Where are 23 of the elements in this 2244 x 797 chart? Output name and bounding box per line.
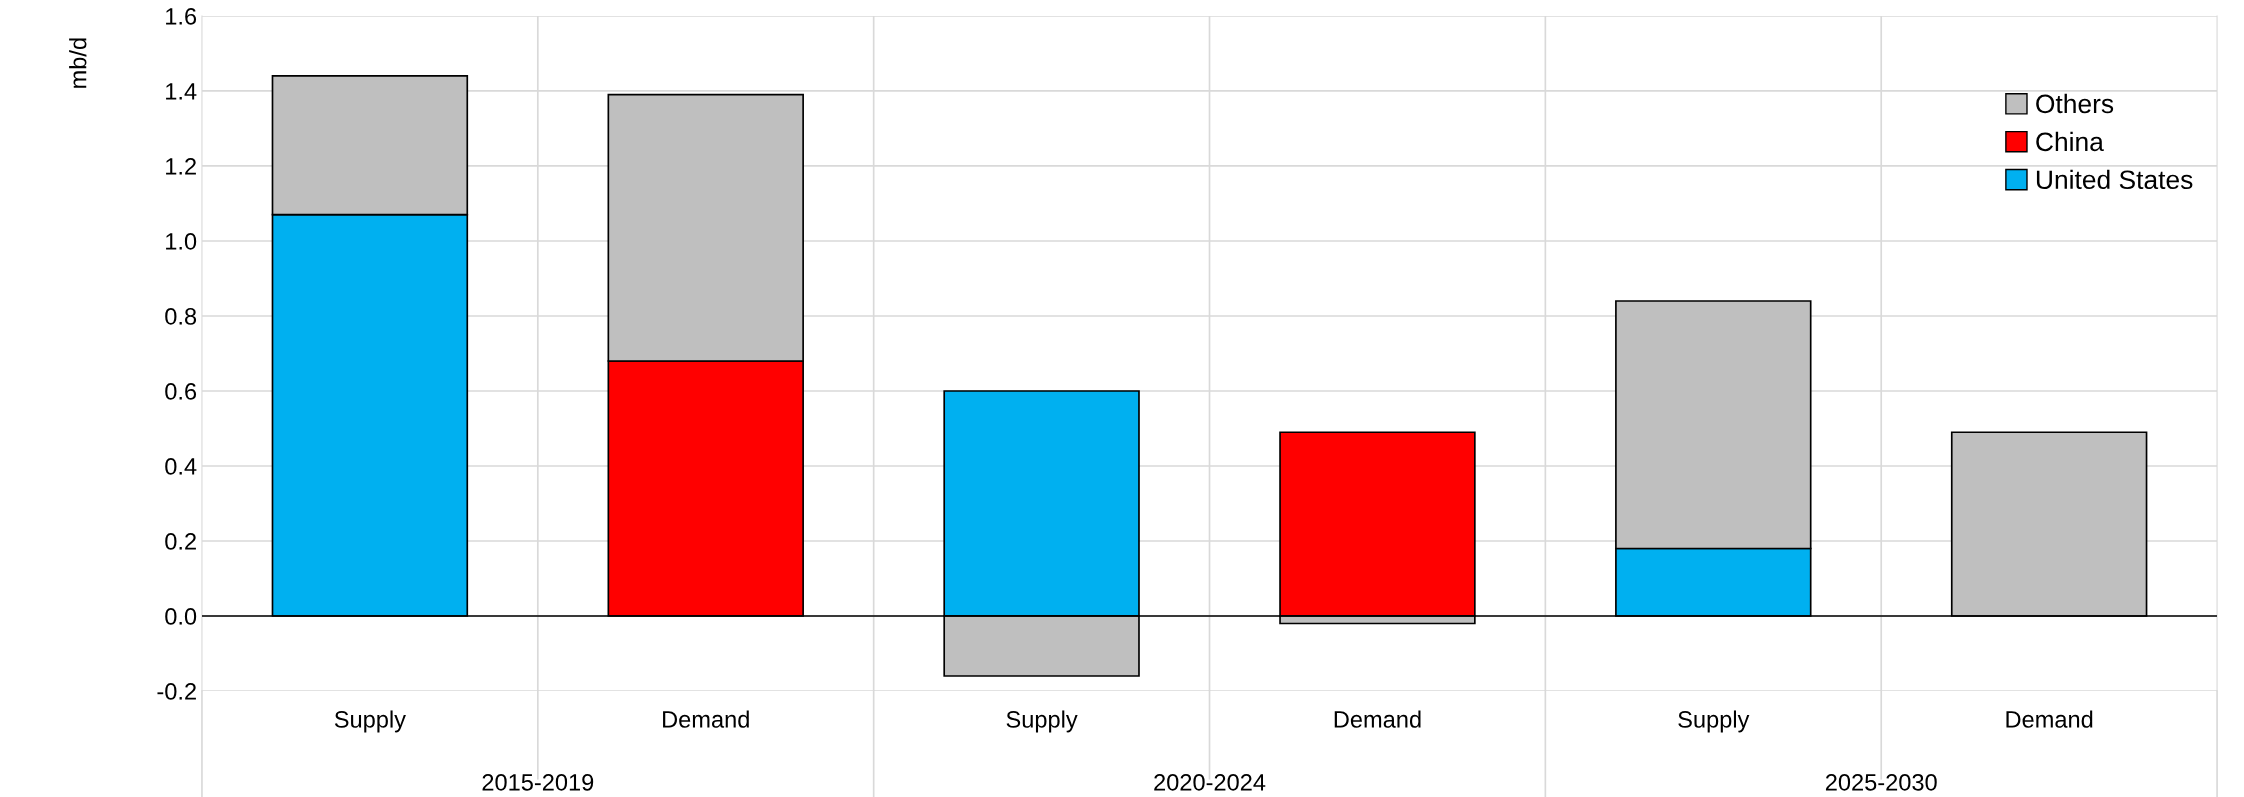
- x-tick-label: Supply: [1006, 710, 1078, 733]
- y-tick-label: 0.2: [165, 533, 196, 550]
- y-tick-label: 0.6: [165, 383, 197, 400]
- y-tick-label: 0.8: [165, 308, 197, 325]
- x-tick-label: Supply: [334, 710, 406, 733]
- y-axis-title: mb/d: [69, 38, 87, 88]
- text: 2015-2019: [482, 773, 594, 791]
- x-tick-label: Demand: [2006, 710, 2093, 728]
- legend-label: China: [2036, 131, 2104, 152]
- text: 2020-2024: [1154, 773, 1266, 791]
- legend-label: Others: [2036, 93, 2114, 114]
- y-tick-label: 1.4: [166, 83, 197, 100]
- legend-label: United States: [2036, 169, 2193, 190]
- y-tick-label: 0.0: [165, 608, 197, 625]
- y-tick-label: 1.2: [166, 158, 196, 175]
- x-tick-label: Supply: [1678, 710, 1750, 733]
- y-tick-label: 1.0: [166, 233, 197, 250]
- y-tick-label: 1.6: [166, 8, 197, 25]
- text: 2025-2030: [1825, 773, 1937, 791]
- y-tick-label: -0.2: [157, 683, 196, 700]
- y-tick-label: 0.4: [165, 458, 197, 475]
- x-tick-label: Demand: [663, 710, 749, 728]
- x-tick-label: Demand: [1334, 710, 1421, 728]
